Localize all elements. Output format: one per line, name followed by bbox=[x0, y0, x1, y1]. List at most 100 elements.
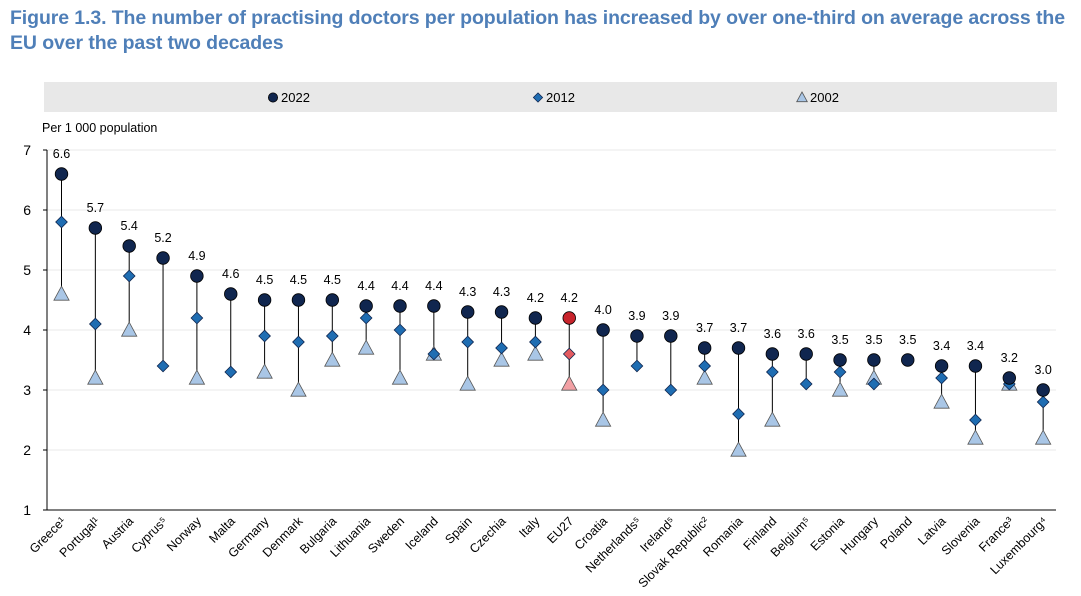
y-axis-label: Per 1 000 population bbox=[42, 121, 157, 135]
marker-2012 bbox=[698, 359, 712, 373]
marker-2012 bbox=[630, 359, 644, 373]
data-label: 3.5 bbox=[831, 333, 848, 347]
marker-2012 bbox=[258, 329, 271, 343]
data-label: 4.4 bbox=[357, 279, 374, 293]
marker-2022 bbox=[664, 329, 678, 343]
marker-2022 bbox=[461, 305, 475, 319]
marker-2022 bbox=[934, 359, 949, 373]
marker-2002 bbox=[324, 351, 341, 367]
marker-2022 bbox=[224, 287, 238, 301]
legend-marker-2022 bbox=[267, 92, 278, 103]
marker-2012 bbox=[833, 365, 847, 379]
data-label: 4.5 bbox=[256, 273, 273, 287]
marker-2012 bbox=[495, 341, 508, 355]
category-label: Czechia bbox=[467, 514, 509, 556]
marker-2002 bbox=[1034, 429, 1052, 445]
data-label: 3.0 bbox=[1034, 363, 1051, 377]
marker-2022 bbox=[731, 341, 746, 355]
category-label: EU27 bbox=[544, 514, 576, 546]
y-tick-label: 6 bbox=[23, 202, 31, 218]
marker-2022 bbox=[697, 341, 712, 355]
legend-label: 2002 bbox=[810, 90, 839, 105]
marker-2012 bbox=[156, 359, 170, 373]
marker-2012 bbox=[596, 383, 610, 397]
marker-2022 bbox=[156, 251, 170, 265]
data-label: 6.6 bbox=[53, 147, 70, 161]
marker-2012 bbox=[224, 365, 238, 379]
data-label: 3.9 bbox=[662, 309, 679, 323]
marker-2012 bbox=[190, 311, 204, 325]
data-labels: 6.6 5.7 5.4 5.2 4.9 4.6 4.5 4.5 4.5 4.4 4.4 4.4 4.3 4… bbox=[53, 147, 1052, 377]
category-label: Poland bbox=[877, 514, 914, 551]
marker-2002 bbox=[188, 369, 206, 385]
marker-2012 bbox=[529, 335, 542, 349]
category-label: Malta bbox=[206, 514, 238, 546]
data-label: 5.2 bbox=[154, 231, 171, 245]
marker-2022 bbox=[190, 269, 204, 283]
markers bbox=[53, 167, 1052, 457]
marker-2002 bbox=[256, 363, 273, 379]
marker-2022 bbox=[968, 359, 983, 373]
marker-2022 bbox=[562, 311, 576, 325]
marker-2002 bbox=[53, 285, 70, 301]
marker-2002 bbox=[459, 375, 476, 391]
gridlines bbox=[46, 149, 1056, 451]
marker-2012 bbox=[969, 413, 982, 427]
marker-2002 bbox=[290, 381, 307, 397]
marker-2022 bbox=[799, 347, 813, 361]
marker-2022 bbox=[833, 353, 847, 367]
marker-2012 bbox=[799, 377, 813, 391]
marker-2022 bbox=[359, 299, 373, 313]
marker-2022 bbox=[596, 323, 610, 337]
data-label: 3.6 bbox=[764, 327, 781, 341]
data-label: 3.4 bbox=[967, 339, 984, 353]
category-label: Norway bbox=[164, 514, 204, 554]
data-label: 3.7 bbox=[696, 321, 713, 335]
data-label: 3.6 bbox=[798, 327, 815, 341]
data-label: 4.2 bbox=[527, 291, 544, 305]
connectors bbox=[61, 174, 1044, 450]
y-tick-label: 1 bbox=[23, 502, 31, 518]
marker-2022 bbox=[494, 305, 509, 319]
marker-2012 bbox=[122, 269, 136, 283]
marker-2022 bbox=[1002, 371, 1017, 385]
marker-2012 bbox=[664, 383, 678, 397]
data-label: 5.7 bbox=[87, 201, 104, 215]
marker-2012 bbox=[732, 407, 745, 421]
chart-title: Figure 1.3. The number of practising doc… bbox=[10, 7, 1065, 54]
marker-2002 bbox=[87, 369, 104, 385]
data-label: 3.4 bbox=[933, 339, 950, 353]
legend-marker-2012 bbox=[532, 92, 544, 103]
marker-2012 bbox=[461, 335, 475, 349]
marker-2012 bbox=[562, 347, 576, 361]
marker-2002 bbox=[933, 393, 950, 409]
data-label: 4.3 bbox=[459, 285, 476, 299]
legend: 2022 2012 2002 bbox=[267, 90, 839, 105]
marker-2012 bbox=[325, 329, 339, 343]
y-axis: 1 2 3 4 5 6 7 bbox=[23, 142, 1056, 518]
marker-2002 bbox=[967, 429, 984, 445]
marker-2022 bbox=[291, 293, 306, 307]
category-label: Iceland bbox=[403, 514, 441, 552]
y-tick-label: 4 bbox=[23, 322, 31, 338]
marker-2002 bbox=[831, 381, 849, 397]
data-label: 4.4 bbox=[391, 279, 408, 293]
marker-2012 bbox=[292, 335, 305, 349]
marker-2012 bbox=[55, 215, 68, 229]
data-label: 4.3 bbox=[493, 285, 510, 299]
marker-2012 bbox=[765, 365, 779, 379]
marker-2022 bbox=[867, 353, 881, 367]
data-label: 5.4 bbox=[121, 219, 138, 233]
data-label: 4.2 bbox=[561, 291, 578, 305]
category-label: Cyprus⁵ bbox=[129, 514, 171, 556]
legend-label: 2022 bbox=[281, 90, 310, 105]
marker-2022 bbox=[325, 293, 340, 307]
data-label: 4.9 bbox=[188, 249, 205, 263]
marker-2002 bbox=[357, 339, 375, 355]
marker-2022 bbox=[765, 347, 780, 361]
marker-2002 bbox=[120, 321, 138, 337]
marker-2022 bbox=[54, 167, 69, 181]
marker-2012 bbox=[1036, 395, 1050, 409]
marker-2002 bbox=[696, 369, 713, 385]
